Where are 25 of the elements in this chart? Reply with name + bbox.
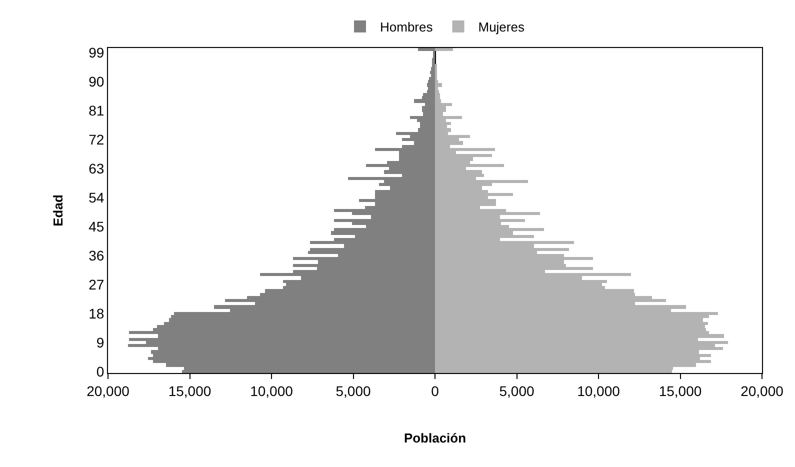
y-tick-label: 63 — [88, 160, 104, 177]
y-axis-title: Edad — [50, 194, 66, 226]
y-tick-label: 45 — [88, 218, 104, 234]
y-tick-label: 54 — [88, 190, 104, 206]
y-tick-label: 99 — [88, 44, 104, 61]
x-tick-label: 10,000 — [250, 382, 294, 399]
y-tick-label: 90 — [88, 74, 104, 90]
x-tick-label: 5,000 — [499, 382, 534, 399]
x-tick-label: 15,000 — [168, 382, 212, 399]
legend-label: Hombres — [380, 20, 434, 35]
y-tick-label: 27 — [88, 276, 104, 292]
x-tick-label: 0 — [431, 382, 440, 399]
y-tick-label: 18 — [88, 305, 104, 322]
x-axis-title: Población — [404, 430, 466, 446]
x-tick-label: 20,000 — [740, 382, 784, 399]
y-tick-label: 9 — [96, 334, 104, 350]
x-tick-label: 20,000 — [86, 382, 130, 399]
x-tick-label: 5,000 — [336, 382, 371, 399]
legend-label: Mujeres — [478, 20, 525, 35]
x-tick-label: 15,000 — [658, 382, 702, 399]
y-tick-label: 0 — [96, 363, 104, 380]
x-tick-label: 10,000 — [577, 382, 620, 399]
y-tick-label: 72 — [88, 132, 104, 148]
y-tick-label: 81 — [88, 102, 104, 119]
y-tick-label: 36 — [88, 247, 104, 264]
